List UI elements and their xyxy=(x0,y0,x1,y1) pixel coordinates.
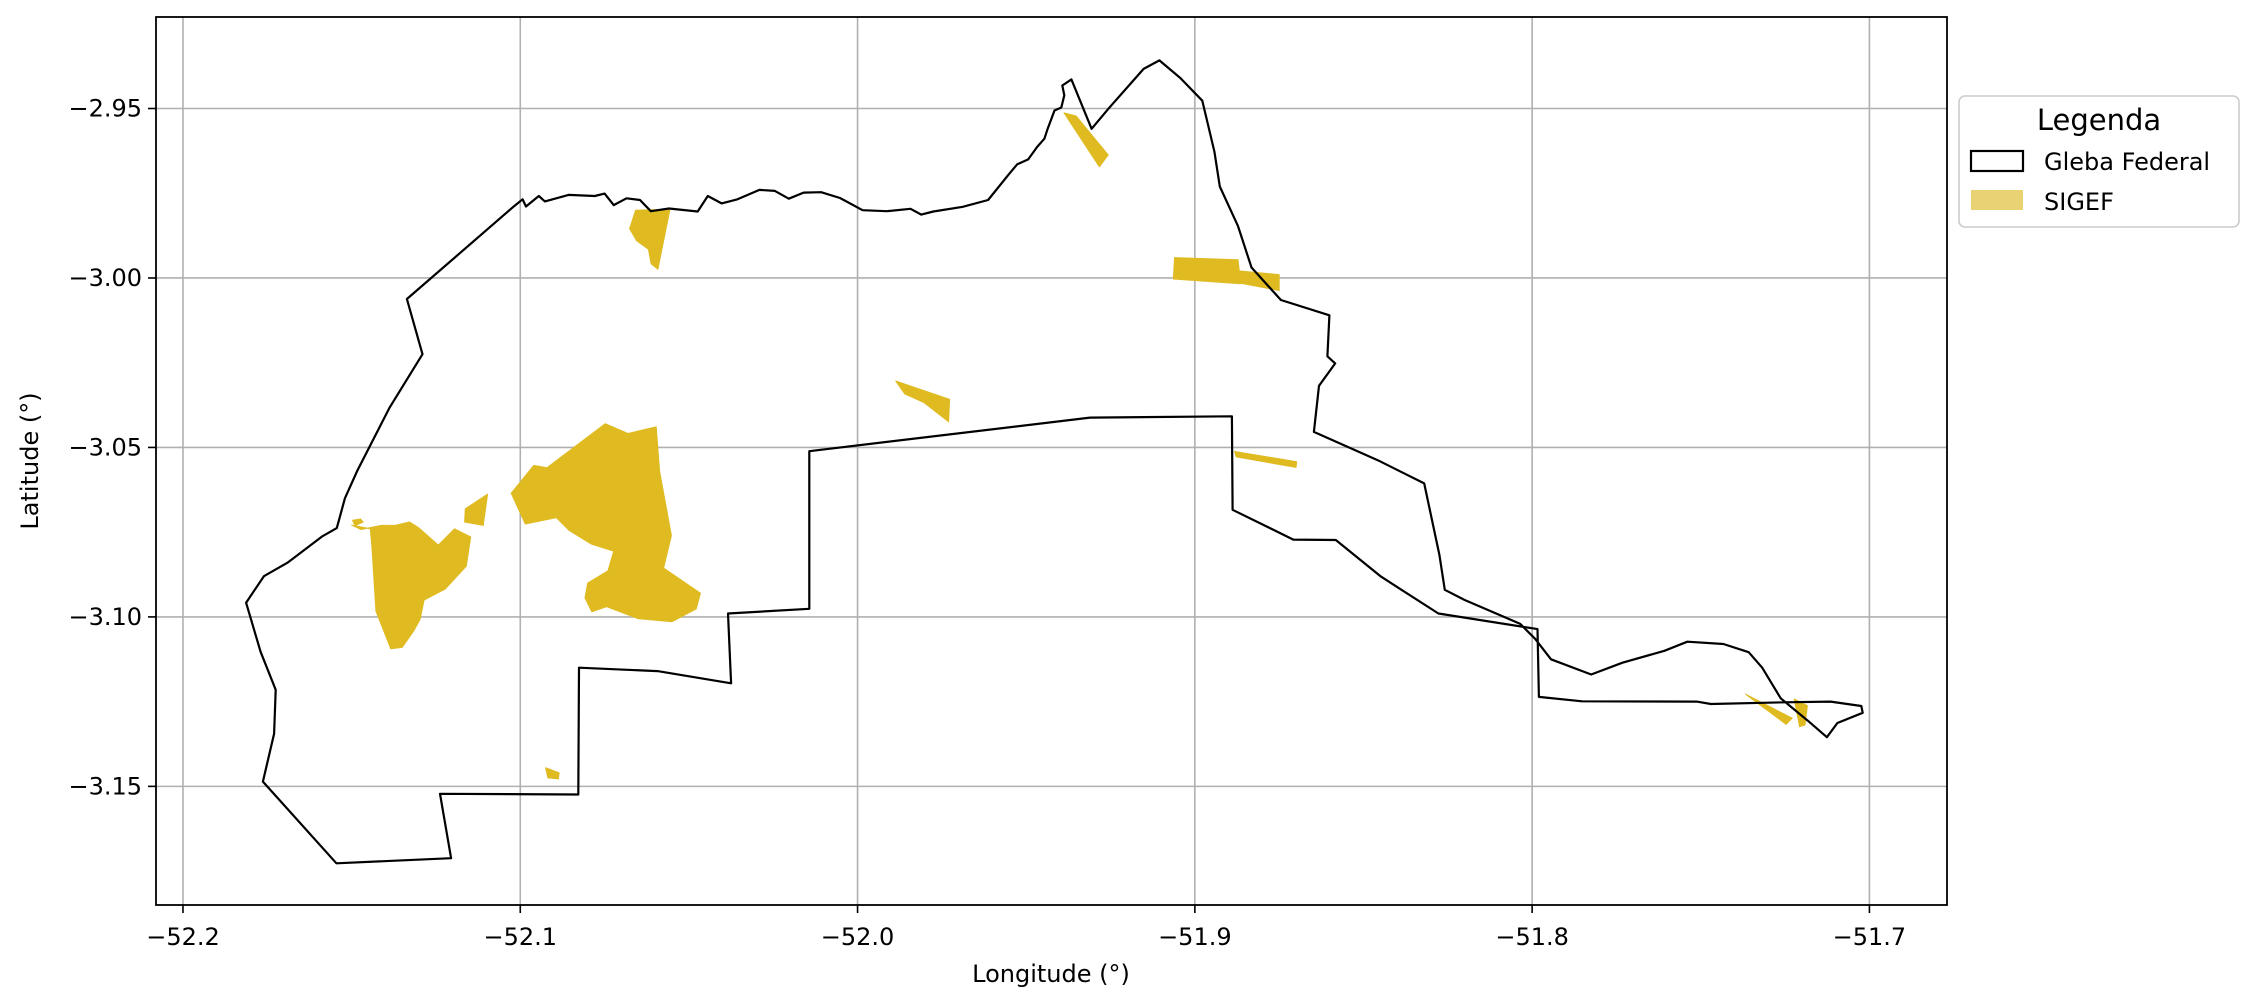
x-tick-label: −52.0 xyxy=(821,923,895,951)
legend-title: Legenda xyxy=(2037,103,2161,137)
sigef-parcel xyxy=(1063,112,1109,168)
plot-frame xyxy=(155,16,1948,906)
legend-swatch-gleba xyxy=(1969,149,2025,173)
gleba-federal-boundary xyxy=(245,59,1864,865)
sigef-parcel xyxy=(1745,693,1793,725)
sigef-parcel xyxy=(510,423,701,623)
x-axis-ticks: −52.2 −52.1 −52.0 −51.9 −51.8 −51.7 xyxy=(146,905,1906,951)
x-tick-label: −52.2 xyxy=(146,923,220,951)
legend: Legenda Gleba Federal SIGEF xyxy=(1958,95,2240,228)
gleba-layer xyxy=(245,59,1864,865)
sigef-parcel xyxy=(1238,270,1280,291)
legend-swatch-sigef xyxy=(1971,190,2023,210)
legend-label-gleba: Gleba Federal xyxy=(2044,148,2210,176)
y-tick-label: −2.95 xyxy=(68,95,142,123)
grid-lines xyxy=(156,17,1947,905)
sigef-parcel xyxy=(895,380,951,423)
x-tick-label: −51.9 xyxy=(1158,923,1232,951)
legend-box xyxy=(1958,95,2240,228)
y-axis-label: Latitude (°) xyxy=(16,392,44,529)
sigef-parcel xyxy=(629,208,671,270)
y-tick-label: −3.15 xyxy=(68,772,142,800)
x-tick-label: −51.7 xyxy=(1833,923,1907,951)
x-tick-label: −51.8 xyxy=(1495,923,1569,951)
y-axis-ticks: −2.95 −3.00 −3.05 −3.10 −3.15 xyxy=(68,95,156,800)
sigef-parcel xyxy=(1172,257,1242,285)
y-tick-label: −3.05 xyxy=(68,433,142,461)
y-tick-label: −3.00 xyxy=(68,264,142,292)
sigef-parcel xyxy=(351,521,472,650)
sigef-parcel xyxy=(352,518,364,527)
sigef-parcel xyxy=(545,767,560,780)
sigef-parcel xyxy=(464,493,489,526)
sigef-parcel xyxy=(1793,698,1808,728)
x-tick-label: −52.1 xyxy=(483,923,557,951)
legend-label-sigef: SIGEF xyxy=(2044,188,2114,216)
sigef-layer xyxy=(351,112,1808,780)
x-axis-label: Longitude (°) xyxy=(972,960,1130,988)
sigef-parcel xyxy=(1234,451,1298,468)
y-tick-label: −3.10 xyxy=(68,603,142,631)
